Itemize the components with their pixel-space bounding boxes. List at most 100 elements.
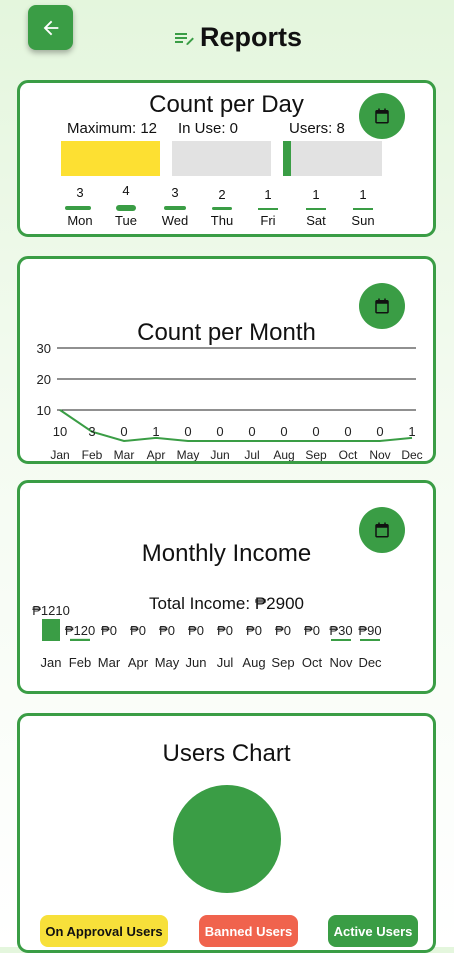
day-label: Wed: [161, 213, 189, 228]
x-tick-label: Feb: [82, 448, 103, 461]
x-tick-label: Oct: [302, 655, 323, 670]
data-label: 0: [248, 424, 255, 439]
calendar-button[interactable]: [359, 507, 405, 553]
x-tick-label: Nov: [369, 448, 390, 461]
income-bar: [360, 639, 380, 641]
value-label: ₱30: [329, 623, 352, 638]
value-label: ₱0: [101, 623, 117, 638]
day-bar: [353, 208, 373, 210]
x-tick-label: Aug: [273, 448, 294, 461]
x-tick-label: Apr: [128, 655, 149, 670]
x-tick-label: May: [155, 655, 180, 670]
x-tick-label: Dec: [358, 655, 382, 670]
y-tick-label: 10: [37, 403, 51, 418]
count-per-month-card: Count per Month 30 20 10 10 Jan 3 Feb 0 Mar 1 Apr 0…: [17, 256, 436, 464]
legend-banned: Banned Users: [199, 915, 298, 947]
data-label: 1: [408, 424, 415, 439]
data-label: 3: [88, 424, 95, 439]
day-count: 3: [171, 185, 179, 200]
x-tick-label: Jul: [217, 655, 234, 670]
x-tick-label: Mar: [114, 448, 135, 461]
day-count: 1: [359, 187, 367, 202]
x-tick-label: Sep: [305, 448, 327, 461]
day-label: Tue: [115, 213, 137, 228]
total-income: Total Income: ₱2900: [149, 594, 304, 613]
x-tick-label: Jun: [186, 655, 207, 670]
data-label: 0: [184, 424, 191, 439]
x-tick-label: Sep: [271, 655, 294, 670]
x-tick-label: Nov: [329, 655, 353, 670]
calendar-button[interactable]: [359, 93, 405, 139]
legend-on-approval: On Approval Users: [40, 915, 168, 947]
value-label: ₱0: [217, 623, 233, 638]
x-tick-label: Jul: [244, 448, 259, 461]
edit-note-icon: [175, 32, 194, 45]
back-button[interactable]: [28, 5, 73, 50]
value-label: ₱0: [188, 623, 204, 638]
calendar-button[interactable]: [359, 283, 405, 329]
count-per-month-title: Count per Month: [137, 319, 316, 346]
day-bar: [258, 208, 278, 210]
x-tick-label: Jun: [210, 448, 229, 461]
maximum-stat: Maximum: 12: [67, 120, 158, 137]
day-bar: [306, 208, 326, 210]
monthly-income-chart: ₱1210 Jan ₱120 Feb ₱0 Mar ₱0 Apr ₱0 May ₱0 Jun ₱0 Jul…: [32, 603, 382, 670]
users-pie: [173, 785, 281, 893]
data-label: 0: [216, 424, 223, 439]
calendar-icon: [375, 522, 389, 538]
maximum-bar: [61, 141, 160, 176]
value-label: ₱90: [358, 623, 381, 638]
x-tick-label: Apr: [147, 448, 166, 461]
day-label: Fri: [260, 213, 276, 228]
page-title-text: Reports: [200, 22, 303, 52]
arrow-left-icon: [43, 20, 58, 35]
day-bar: [212, 207, 232, 210]
data-label: 0: [280, 424, 287, 439]
data-label: 0: [312, 424, 319, 439]
data-label: 10: [53, 424, 67, 439]
data-label: 0: [376, 424, 383, 439]
day-bar: [116, 205, 136, 211]
x-tick-label: Dec: [401, 448, 422, 461]
x-tick-label: Mar: [98, 655, 121, 670]
users-bar-fill: [283, 141, 291, 176]
count-per-day-card: Count per Day Maximum: 12 In Use: 0 User…: [17, 80, 436, 237]
x-tick-label: Jan: [50, 448, 69, 461]
calendar-icon: [375, 298, 389, 314]
day-bar: [164, 206, 186, 210]
data-label: 1: [152, 424, 159, 439]
count-per-month-chart: 30201010Jan3Feb0Mar1Apr0May0Jun0Jul0Aug0…: [37, 341, 423, 461]
y-tick-label: 30: [37, 341, 51, 356]
income-bar: [331, 639, 351, 641]
users-bar: [283, 141, 382, 176]
app-header: Reports: [0, 0, 454, 78]
day-label: Mon: [67, 213, 93, 228]
day-label: Sat: [306, 213, 326, 228]
value-label: ₱1210: [32, 603, 70, 618]
legend-active: Active Users: [328, 915, 418, 947]
value-label: ₱0: [304, 623, 320, 638]
users-chart-card: Users Chart On Approval Users Banned Use…: [17, 713, 436, 953]
day-count: 1: [264, 187, 272, 202]
day-label: Sun: [351, 213, 375, 228]
in-use-stat: In Use: 0: [178, 120, 239, 137]
days-row: 3 Mon 4 Tue 3 Wed 2 Thu 1 Fri 1 Sat 1 Su…: [50, 183, 410, 231]
day-count: 3: [76, 185, 84, 200]
users-chart-title: Users Chart: [162, 740, 291, 767]
data-label: 0: [344, 424, 351, 439]
day-count: 4: [122, 183, 130, 198]
day-bar: [65, 206, 91, 210]
calendar-icon: [375, 108, 389, 124]
value-label: ₱0: [130, 623, 146, 638]
day-count: 1: [312, 187, 320, 202]
x-tick-label: Aug: [242, 655, 265, 670]
monthly-income-card: Monthly Income Total Income: ₱2900 ₱1210…: [17, 480, 436, 694]
income-bar: [42, 619, 60, 641]
count-per-day-title: Count per Day: [149, 91, 304, 118]
in-use-bar: [172, 141, 271, 176]
users-stat: Users: 8: [289, 120, 345, 137]
day-label: Thu: [210, 213, 234, 228]
x-tick-label: May: [177, 448, 200, 461]
value-label: ₱0: [246, 623, 262, 638]
x-tick-label: Feb: [69, 655, 91, 670]
